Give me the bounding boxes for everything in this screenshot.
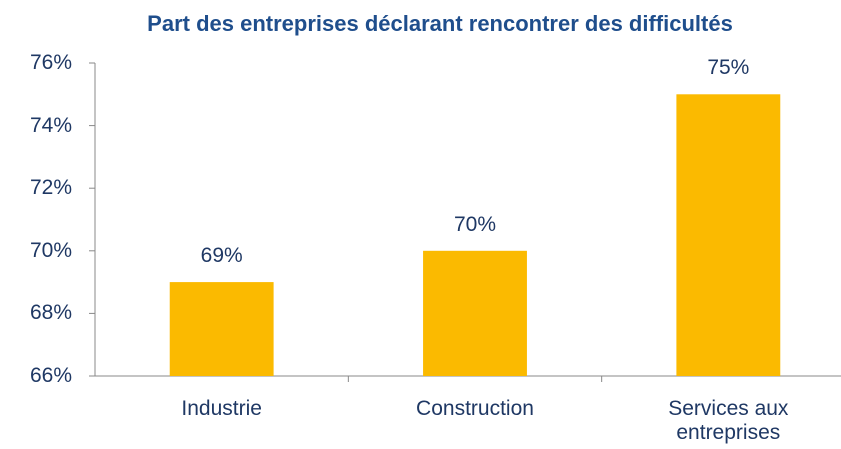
- chart-title: Part des entreprises déclarant rencontre…: [147, 11, 733, 36]
- y-tick-label: 72%: [29, 176, 72, 200]
- x-tick-label: Construction: [416, 397, 534, 420]
- value-label: 75%: [707, 56, 750, 80]
- y-tick-label: 68%: [29, 301, 72, 325]
- bar: [676, 94, 781, 377]
- value-label: 69%: [200, 244, 243, 268]
- x-tick-label: Industrie: [181, 397, 262, 420]
- y-tick-label: 66%: [29, 364, 72, 387]
- y-tick-label: 70%: [29, 238, 72, 262]
- y-tick-label: 74%: [29, 113, 72, 137]
- y-tick-label: 76%: [29, 51, 72, 74]
- bar: [169, 282, 274, 376]
- x-tick-label: Services aux entreprises: [668, 397, 789, 444]
- bar: [423, 250, 527, 376]
- value-label: 70%: [453, 212, 497, 236]
